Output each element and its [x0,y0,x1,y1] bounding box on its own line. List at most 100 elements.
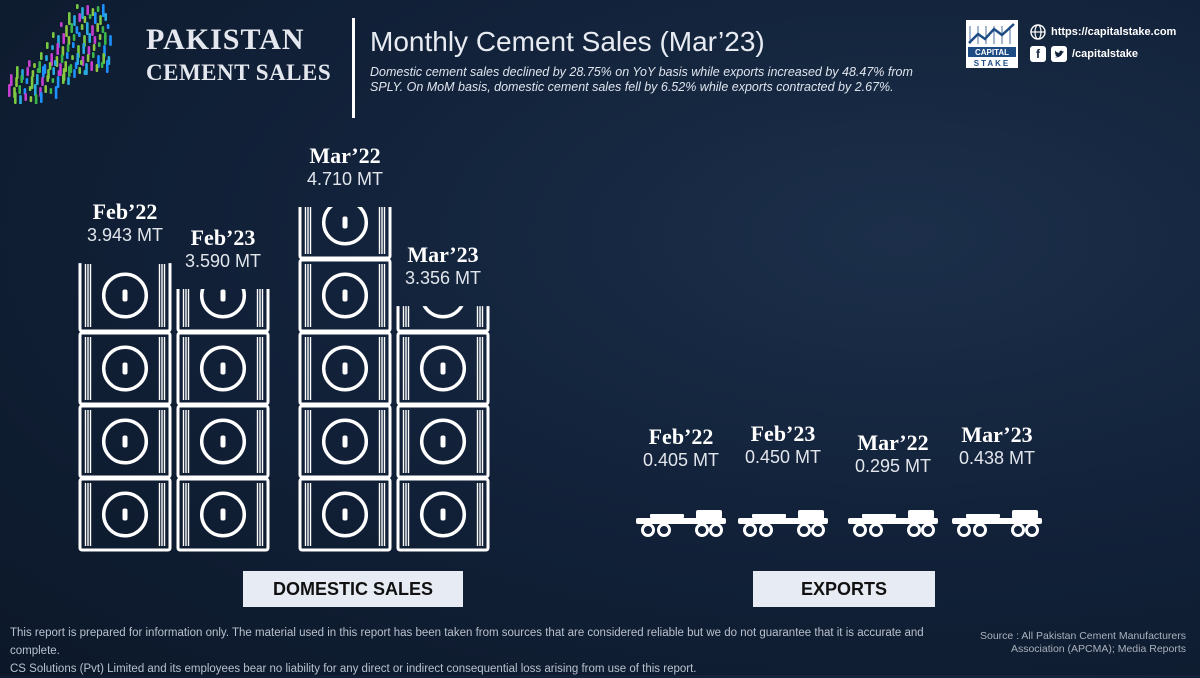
cement-bag-icon [78,477,172,552]
map-logo-dot [60,22,63,27]
map-logo-dot [36,68,40,73]
map-logo-dot [34,84,37,96]
globe-icon [1030,24,1046,40]
map-logo-dot [57,70,61,76]
capital-stake-logo[interactable]: CAPITAL STAKE [966,20,1018,68]
map-logo-dot [56,43,59,55]
bar-value-label: 3.356 MT [404,268,482,289]
bar-category-label: Feb’23 [190,225,256,251]
map-logo-dot [45,55,48,61]
cement-bag-icon [396,306,490,333]
map-logo-dot [92,44,96,51]
map-logo-dot [56,76,60,88]
map-logo-dot [93,36,97,44]
bar-value-label: 0.405 MT [642,449,720,470]
map-logo-dot [88,33,91,43]
map-logo-dot [67,77,70,85]
map-logo-dot [41,77,44,86]
bar-category-label: Mar’22 [309,143,381,168]
source-note: Source : All Pakistan Cement Manufacture… [966,630,1186,656]
social-handle[interactable]: /capitalstake [1072,48,1139,60]
map-logo-dot [86,5,89,15]
export-bar-label: Feb’22 0.405 MT [621,424,741,471]
map-logo-dot [31,70,35,77]
cement-bag-icon [176,289,270,333]
cement-bag-icon [396,404,490,479]
social-row[interactable]: f /capitalstake [1030,46,1138,62]
cement-bag-icon [396,477,490,552]
map-logo-dot [51,45,54,50]
map-logo-dot [19,95,22,104]
map-logo-dot [66,44,70,52]
cement-bag-icon [298,207,392,260]
map-logo-dot [65,25,68,37]
map-logo-dot [90,61,93,71]
map-logo-dot [80,24,84,30]
export-truck-icon [636,510,726,537]
map-logo-dot [76,53,79,65]
map-logo-dot [94,12,97,24]
map-logo-dot [62,74,65,84]
map-logo-dot [83,70,87,75]
map-logo-dot [86,22,89,35]
map-logo-dot [20,75,23,83]
map-logo-dot [75,26,79,34]
cs-logo-text-2: STAKE [974,59,1011,68]
map-logo-dot [60,54,64,63]
map-logo-dot [28,86,32,91]
domestic-bar-label: Mar’23 3.356 MT [383,242,503,289]
page-subtitle: Domestic cement sales declined by 28.75%… [370,65,913,94]
map-logo-dot [15,77,18,87]
map-logo-dot [106,24,110,29]
map-logo-dot [98,42,101,47]
map-logo-dot [72,34,76,41]
map-logo-dot [52,32,55,38]
website-row[interactable]: https://capitalstake.com [1030,24,1176,40]
header-divider [352,18,355,118]
map-logo-dot [82,43,85,54]
cement-bag-icon [176,477,270,552]
twitter-icon[interactable] [1051,46,1067,62]
pakistan-map-logo [8,4,112,104]
domestic-bar [78,263,172,552]
bar-category-label: Feb’22 [648,423,714,449]
domestic-bar [396,306,490,552]
source-line1: Source : All Pakistan Cement Manufacture… [979,630,1186,642]
map-logo-dot [62,33,65,44]
facebook-icon[interactable]: f [1030,46,1046,62]
map-logo-dot [83,16,87,23]
map-logo-dot [44,85,47,93]
bar-value-label: 4.710 MT [306,169,384,189]
disclaimer-line1: This report is prepared for information … [10,627,924,657]
map-logo-dot [48,62,52,70]
map-logo-dot [71,55,74,60]
source-line2: Association (APCMA); Media Reports [1010,643,1186,655]
map-logo-dot [95,64,99,72]
map-logo-dot [40,92,43,103]
map-logo-dot [74,62,78,69]
map-logo-dot [42,66,45,78]
domestic-bar-label: Feb’23 3.590 MT [163,225,283,272]
exports-label: EXPORTS [753,571,935,607]
map-logo-dot [109,35,112,46]
map-logo-dot [87,46,91,55]
map-logo-dot [66,52,69,59]
map-logo-dot [78,67,81,74]
bar-category-label: Mar’23 [407,242,479,268]
cement-bag-icon [78,263,172,333]
map-logo-dot [88,14,92,19]
website-link[interactable]: https://capitalstake.com [1051,26,1177,38]
cement-bag-icon [396,331,490,406]
domestic-bar [298,207,392,552]
map-logo-dot [25,78,29,84]
bar-category-label: Feb’22 [92,199,158,225]
map-logo-dot [86,54,90,62]
map-logo-dot [68,12,71,25]
bar-category-label: Mar’23 [961,421,1033,447]
bar-value-label: 0.438 MT [958,447,1036,468]
page-title: Monthly Cement Sales (Mar’23) [370,26,765,57]
map-logo-dot [67,36,71,45]
map-logo-dot [46,75,49,82]
brand-title-line2: CEMENT SALES [146,60,332,85]
